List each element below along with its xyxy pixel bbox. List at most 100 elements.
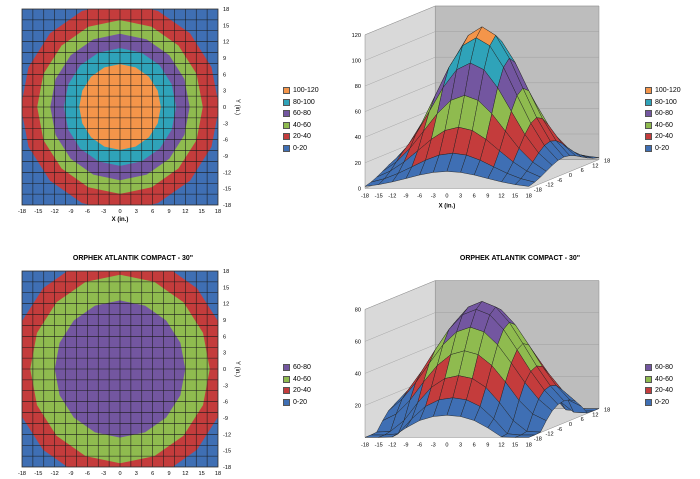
legend-item: 20-40 xyxy=(283,131,319,143)
x-tick-label: -3 xyxy=(431,193,436,199)
legend-item: 20-40 xyxy=(283,385,311,397)
x-tick-label: -6 xyxy=(417,193,422,199)
legend-label: 40-60 xyxy=(293,121,311,129)
z-tick-label: 0 xyxy=(358,186,361,192)
z-tick-label: 60 xyxy=(355,339,361,345)
x-tick-label: 12 xyxy=(498,193,504,199)
x-tick-label: 3 xyxy=(459,193,462,199)
z-tick-label: 80 xyxy=(355,307,361,313)
legend-item: 40-60 xyxy=(645,120,681,132)
legend-bottom-left: 60-80 40-60 20-40 0-20 xyxy=(283,362,311,408)
y-tick-label: 12 xyxy=(223,40,229,46)
depth-tick-label: -18 xyxy=(534,436,542,442)
x-tick-label: 6 xyxy=(151,471,154,477)
y-tick-label: 18 xyxy=(223,269,229,275)
x-tick-label: -9 xyxy=(403,193,408,199)
legend-item: 60-80 xyxy=(645,108,681,120)
x-tick-label: 18 xyxy=(215,471,221,477)
x-tick-label: -9 xyxy=(403,442,408,448)
x-tick-label: 6 xyxy=(151,209,154,215)
legend-label: 40-60 xyxy=(655,121,673,129)
y-tick-label: 3 xyxy=(223,89,226,95)
x-tick-label: 0 xyxy=(118,471,121,477)
legend-item: 40-60 xyxy=(283,120,319,132)
wall-gridline xyxy=(364,82,599,112)
legend-swatch xyxy=(283,110,290,118)
x-tick-label: 18 xyxy=(526,442,532,448)
x-tick-label: -3 xyxy=(101,471,106,477)
title-bottom-left: ORPHEK ATLANTIK COMPACT - 30" xyxy=(72,255,194,262)
legend-swatch xyxy=(283,133,290,141)
x-tick-label: -12 xyxy=(388,442,396,448)
legend-label: 40-60 xyxy=(293,375,311,383)
legend-label: 20-40 xyxy=(293,133,311,140)
legend-label: 80-100 xyxy=(655,98,677,106)
heatmap-bottom: -18 -15 -12 -9 -6 -3 0 3 6 9 12 15 18 18 15 12 9 6 3 0 -3 -6 -… xyxy=(18,269,240,477)
y-tick-label: -15 xyxy=(223,449,231,455)
legend-label: 60-80 xyxy=(293,364,311,371)
y-axis-label: Y (in.) xyxy=(234,361,240,377)
x-tick-label: 15 xyxy=(512,193,518,199)
depth-tick-label: -18 xyxy=(534,187,542,193)
x-tick-label: 12 xyxy=(182,471,188,477)
x-axis-label: X (in.) xyxy=(112,217,129,223)
legend-swatch xyxy=(283,387,290,395)
legend-label: 0-20 xyxy=(655,398,670,406)
y-tick-label: 15 xyxy=(223,285,229,291)
legend-swatch xyxy=(645,87,652,95)
y-tick-label: -12 xyxy=(223,432,231,438)
z-tick-label: 120 xyxy=(352,33,361,39)
x-tick-label: -15 xyxy=(375,193,383,199)
legend-item: 80-100 xyxy=(283,97,319,109)
depth-tick-label: 0 xyxy=(569,422,572,428)
wall-gridline xyxy=(364,312,599,342)
legend-swatch xyxy=(283,364,290,372)
legend-label: 60-80 xyxy=(293,110,311,117)
y-tick-label: -6 xyxy=(223,400,228,406)
y-tick-label: -18 xyxy=(223,203,231,209)
x-tick-label: 15 xyxy=(199,471,205,477)
legend-swatch xyxy=(645,144,652,152)
y-tick-label: -3 xyxy=(223,383,228,389)
x-tick-label: 9 xyxy=(167,209,170,215)
wall-gridline xyxy=(364,31,599,61)
x-tick-label: 15 xyxy=(512,442,518,448)
y-tick-label: 3 xyxy=(223,351,226,357)
legend-label: 100-120 xyxy=(293,87,319,94)
x-tick-label: 18 xyxy=(526,193,532,199)
legend-swatch xyxy=(283,375,290,383)
surface-cell xyxy=(515,434,535,438)
x-tick-label: 12 xyxy=(498,442,504,448)
x-tick-label: 9 xyxy=(167,471,170,477)
x-tick-label: 0 xyxy=(118,209,121,215)
depth-tick-label: -6 xyxy=(557,427,562,433)
legend-label: 20-40 xyxy=(655,133,673,140)
x-tick-label: -15 xyxy=(375,442,383,448)
x-tick-label: -9 xyxy=(69,209,74,215)
legend-item: 60-80 xyxy=(645,362,673,374)
x-tick-label: -12 xyxy=(51,209,59,215)
x-tick-label: 0 xyxy=(445,442,448,448)
x-tick-label: 3 xyxy=(459,442,462,448)
legend-item: 40-60 xyxy=(283,374,311,386)
heatmap-top: -18 -15 -12 -9 -6 -3 0 3 6 9 12 15 18 18 15 12 9 6 3 0 -3 -6 -… xyxy=(18,7,240,223)
legend-label: 40-60 xyxy=(655,375,673,383)
z-tick-label: 40 xyxy=(355,135,361,141)
y-tick-label: 18 xyxy=(223,7,229,13)
wall-gridline xyxy=(364,280,599,310)
y-tick-label: -3 xyxy=(223,121,228,127)
legend-item: 0-20 xyxy=(645,397,673,409)
legend-item: 60-80 xyxy=(283,108,319,120)
legend-item: 40-60 xyxy=(645,374,673,386)
z-tick-label: 60 xyxy=(355,110,361,116)
wall-gridline xyxy=(364,344,599,374)
x-tick-label: -3 xyxy=(431,442,436,448)
legend-item: 60-80 xyxy=(283,362,311,374)
legend-swatch xyxy=(645,133,652,141)
y-tick-label: -12 xyxy=(223,170,231,176)
plot-border xyxy=(21,270,219,468)
x-tick-label: 9 xyxy=(486,442,489,448)
x-tick-label: -6 xyxy=(85,471,90,477)
y-tick-label: 12 xyxy=(223,302,229,308)
